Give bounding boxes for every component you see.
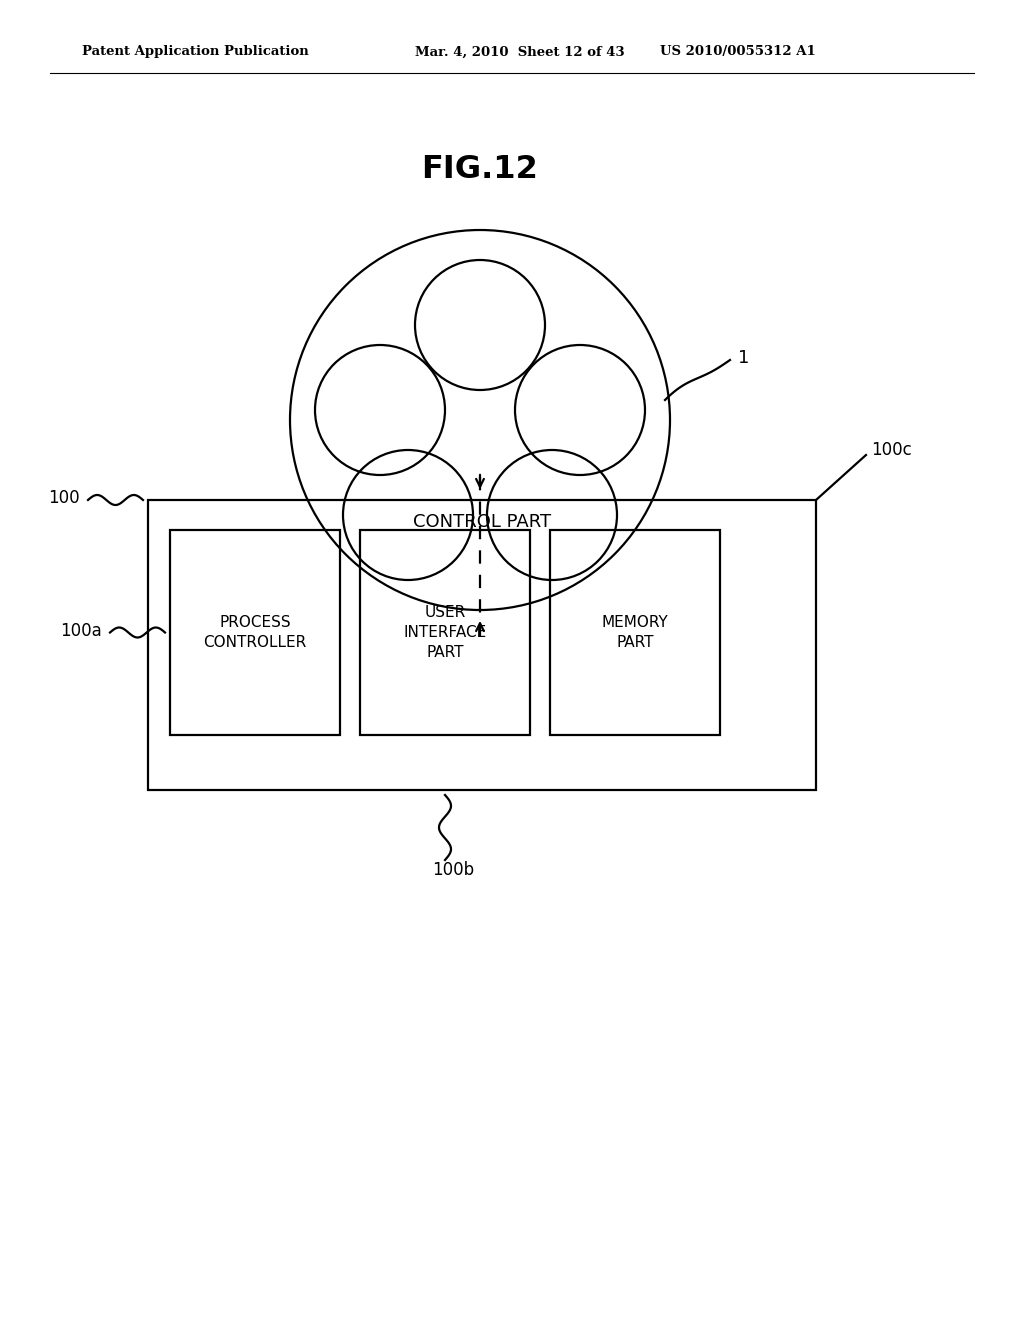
Text: FIG.12: FIG.12	[422, 154, 539, 186]
Text: US 2010/0055312 A1: US 2010/0055312 A1	[660, 45, 816, 58]
Text: CONTROL PART: CONTROL PART	[413, 513, 551, 531]
Bar	[550, 531, 720, 735]
Text: 100a: 100a	[60, 622, 102, 639]
Text: 100b: 100b	[432, 861, 474, 879]
Text: 1: 1	[738, 348, 750, 367]
Text: PROCESS
CONTROLLER: PROCESS CONTROLLER	[204, 615, 306, 649]
Text: 100c: 100c	[871, 441, 911, 459]
Text: 100: 100	[48, 488, 80, 507]
Bar	[148, 500, 816, 789]
Text: Patent Application Publication: Patent Application Publication	[82, 45, 309, 58]
Bar	[360, 531, 530, 735]
Text: Mar. 4, 2010  Sheet 12 of 43: Mar. 4, 2010 Sheet 12 of 43	[415, 45, 625, 58]
Text: MEMORY
PART: MEMORY PART	[602, 615, 669, 649]
Text: USER
INTERFACE
PART: USER INTERFACE PART	[403, 605, 486, 660]
Bar	[170, 531, 340, 735]
